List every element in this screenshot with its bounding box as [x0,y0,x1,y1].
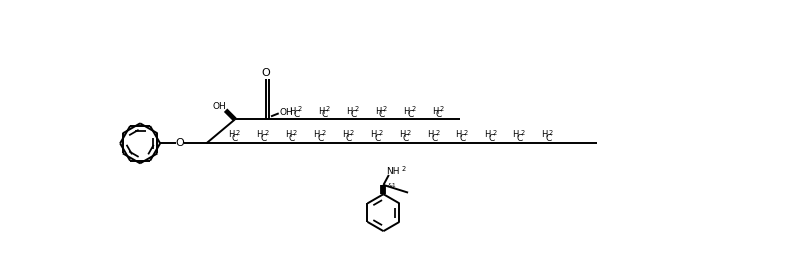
Text: C: C [407,110,414,119]
Text: H: H [285,130,291,139]
Text: H: H [427,130,433,139]
Text: 2: 2 [264,130,268,135]
Text: 2: 2 [326,106,330,112]
Text: C: C [379,110,385,119]
Text: 2: 2 [401,166,405,172]
Text: 2: 2 [492,130,496,135]
Text: 2: 2 [354,106,359,112]
Text: C: C [488,134,495,143]
Text: 2: 2 [378,130,382,135]
Text: 2: 2 [411,106,415,112]
Text: H: H [513,130,519,139]
Text: C: C [374,134,381,143]
Text: C: C [317,134,323,143]
Text: H: H [455,130,462,139]
Text: 2: 2 [549,130,553,135]
Text: H: H [228,130,234,139]
Text: 2: 2 [435,130,440,135]
Text: OH: OH [279,108,294,117]
Text: H: H [313,130,319,139]
Text: C: C [350,110,356,119]
Text: C: C [345,134,352,143]
Text: C: C [517,134,523,143]
Text: O: O [261,68,270,78]
Text: 2: 2 [407,130,411,135]
Text: C: C [436,110,442,119]
Text: 2: 2 [463,130,468,135]
Text: 2: 2 [349,130,354,135]
Text: H: H [432,107,438,116]
Text: 2: 2 [298,106,301,112]
Text: C: C [289,134,295,143]
Text: C: C [431,134,437,143]
Text: NH: NH [386,166,400,176]
Text: H: H [290,107,296,116]
Text: 2: 2 [382,106,387,112]
Text: H: H [399,130,405,139]
Text: H: H [318,107,324,116]
Text: C: C [232,134,238,143]
Text: C: C [322,110,328,119]
Text: H: H [341,130,348,139]
Text: 2: 2 [293,130,297,135]
Text: O: O [175,138,184,148]
Text: C: C [545,134,551,143]
Text: 2: 2 [236,130,240,135]
Text: &1: &1 [387,183,396,188]
Text: C: C [294,110,300,119]
Text: H: H [346,107,352,116]
Text: OH: OH [213,102,226,111]
Text: H: H [541,130,547,139]
Text: H: H [484,130,491,139]
Text: H: H [371,130,377,139]
Text: 2: 2 [520,130,524,135]
Text: 2: 2 [440,106,444,112]
Text: H: H [403,107,410,116]
Text: C: C [403,134,409,143]
Text: 2: 2 [321,130,325,135]
Text: C: C [460,134,466,143]
Text: H: H [374,107,382,116]
Text: C: C [260,134,266,143]
Text: H: H [256,130,262,139]
